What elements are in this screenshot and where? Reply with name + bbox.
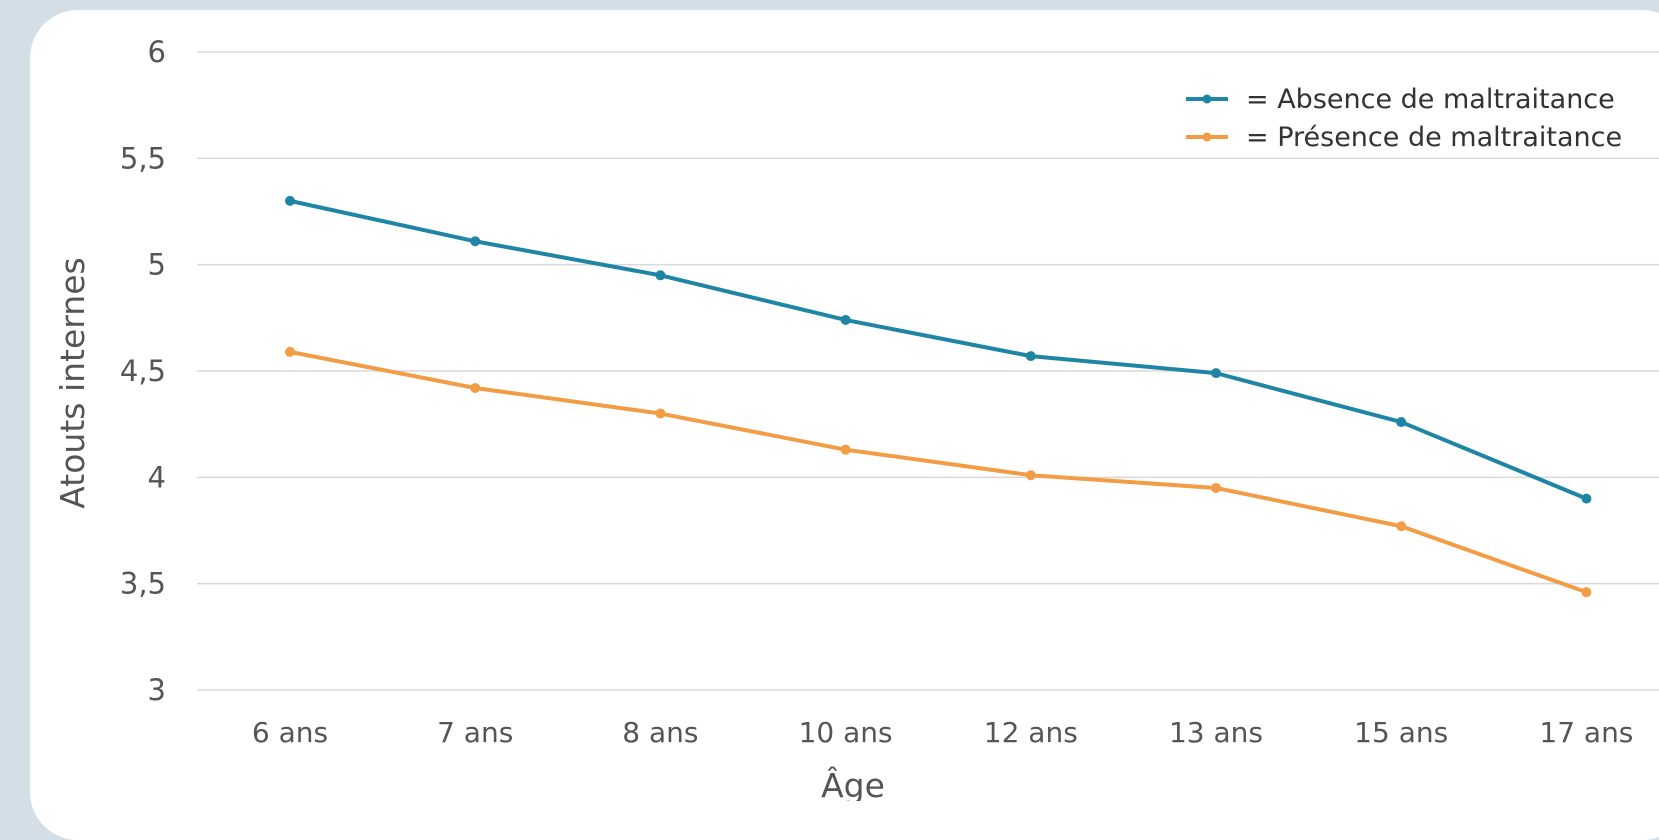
- series-lines: [285, 195, 1592, 598]
- x-tick-label: 13 ans: [1169, 716, 1263, 749]
- x-tick-label: 15 ans: [1354, 716, 1448, 749]
- data-point: [1025, 351, 1036, 362]
- data-point: [1581, 493, 1592, 504]
- y-tick-label: 3: [148, 673, 166, 707]
- x-tick-label: 8 ans: [622, 716, 698, 749]
- x-tick-label: 6 ans: [252, 716, 328, 749]
- data-point: [1211, 368, 1221, 379]
- line-chart: 3 3,5 4 4,5 5 5,5 6 6 ans 7 ans 8 ans 10 ans 12 an…: [53, 35, 1659, 801]
- data-point: [1025, 470, 1036, 481]
- x-tick-label: 12 ans: [984, 716, 1078, 749]
- data-point: [1581, 587, 1592, 598]
- legend-item-absence: = Absence de maltraitance: [1186, 84, 1615, 115]
- data-point: [1211, 482, 1221, 493]
- data-point: [1396, 417, 1407, 428]
- chart-card: [30, 10, 1659, 840]
- legend-label-presence: = Présence de maltraitance: [1246, 122, 1622, 153]
- data-point: [840, 314, 851, 325]
- x-axis-ticks: 6 ans 7 ans 8 ans 10 ans 12 ans 13 ans 15 ans 1…: [252, 716, 1634, 749]
- x-tick-label: 10 ans: [799, 716, 893, 749]
- y-axis-title: Atouts internes: [53, 257, 92, 508]
- legend-marker-presence: [1202, 132, 1212, 142]
- series-line-1: [288, 349, 1589, 595]
- y-tick-label: 5,5: [120, 141, 166, 175]
- y-tick-label: 4,5: [120, 354, 166, 388]
- x-tick-label: 7 ans: [437, 716, 513, 749]
- data-point: [285, 346, 295, 357]
- y-tick-label: 3,5: [120, 567, 166, 601]
- data-point: [470, 383, 481, 394]
- data-point: [1396, 521, 1407, 532]
- y-tick-label: 5: [148, 248, 166, 282]
- legend-label-absence: = Absence de maltraitance: [1246, 84, 1615, 115]
- x-tick-label: 17 ans: [1539, 716, 1633, 749]
- x-axis-title: Âge: [821, 765, 885, 801]
- legend-item-presence: = Présence de maltraitance: [1186, 122, 1622, 153]
- gridlines: [197, 51, 1659, 691]
- data-point: [655, 408, 666, 419]
- y-tick-label: 4: [148, 460, 166, 494]
- series-line-0: [288, 198, 1589, 501]
- legend-marker-absence: [1202, 94, 1212, 104]
- y-tick-label: 6: [148, 35, 166, 69]
- data-point: [655, 270, 666, 281]
- data-point: [470, 236, 481, 247]
- data-point: [840, 444, 851, 455]
- y-axis-ticks: 3 3,5 4 4,5 5 5,5 6: [120, 35, 166, 707]
- legend: = Absence de maltraitance = Présence de …: [1186, 84, 1622, 153]
- data-point: [285, 195, 295, 206]
